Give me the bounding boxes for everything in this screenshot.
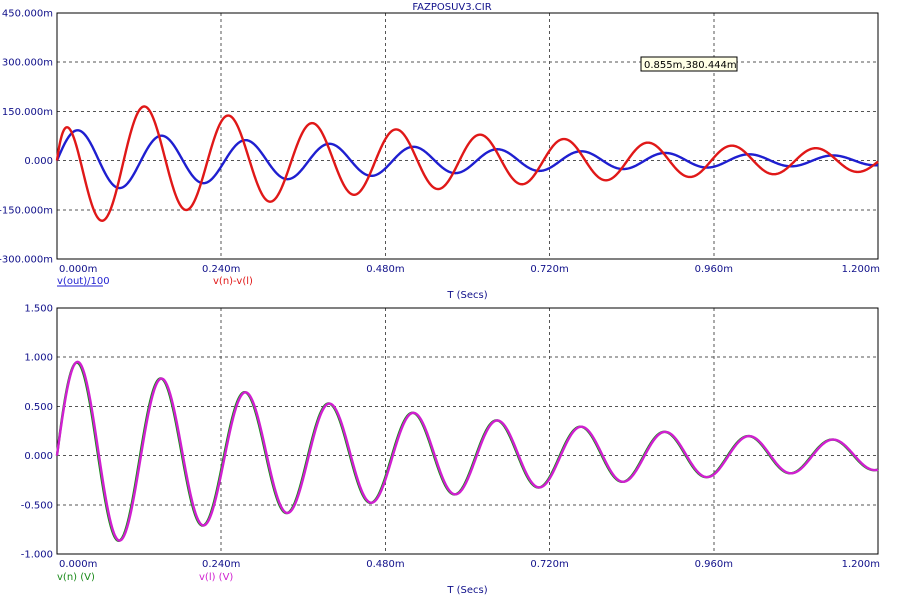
series-line-v-n-v- [55, 361, 879, 542]
cursor-readout[interactable]: 0.855m,380.444m [640, 56, 738, 72]
y-tick-label: -300.000m [0, 255, 53, 266]
plot-frame [56, 307, 879, 555]
y-tick-label: 1.500 [24, 304, 53, 315]
x-tick-label: 0.960m [695, 264, 733, 275]
bottom-plot: 1.500 1.000 0.500 0.000 -0.500 -1.000 0.000m 0.… [21, 304, 880, 597]
series-line-v-out-100 [55, 129, 879, 190]
cursor-readout-box [640, 56, 738, 72]
y-tick-label: 300.000m [2, 58, 53, 69]
x-tick-label: 0.720m [530, 559, 568, 570]
y-tick-label: 150.000m [2, 107, 53, 118]
plot-frame [56, 12, 879, 260]
chart-title: FAZPOSUV3.CIR [412, 2, 491, 13]
cursor-readout-text: 0.855m,380.444m [644, 60, 737, 71]
y-tick-label: -150.000m [0, 205, 53, 216]
y-tick-label: 0.000 [24, 156, 53, 167]
legend-label: v(l) (V) [199, 572, 233, 583]
x-axis-label: T (Secs) [446, 585, 487, 596]
x-tick-label: 1.200m [842, 264, 880, 275]
y-tick-label: -0.500 [21, 500, 53, 511]
legend-label: v(n) (V) [57, 572, 95, 583]
legend-label: v(out)/100 [57, 276, 110, 287]
y-tick-label: 1.000 [24, 353, 53, 364]
y-tick-label: -1.000 [21, 550, 53, 561]
x-tick-label: 0.240m [202, 559, 240, 570]
x-axis-label: T (Secs) [446, 290, 487, 301]
top-plot: 450.000m 300.000m 150.000m 0.000 -150.000m -3… [0, 9, 880, 302]
x-tick-label: 1.200m [842, 559, 880, 570]
series-line-v-n-v-l- [55, 105, 879, 222]
x-tick-label: 0.000m [59, 559, 97, 570]
x-tick-label: 0.240m [202, 264, 240, 275]
x-tick-label: 0.480m [366, 559, 404, 570]
x-tick-label: 0.480m [366, 264, 404, 275]
y-tick-label: 450.000m [2, 9, 53, 20]
legend-label: v(n)-v(l) [213, 276, 253, 287]
x-tick-label: 0.720m [530, 264, 568, 275]
x-tick-label: 0.960m [695, 559, 733, 570]
x-tick-label: 0.000m [59, 264, 97, 275]
y-tick-label: 0.000 [24, 451, 53, 462]
y-tick-label: 0.500 [24, 402, 53, 413]
series-line-v-l-v- [55, 360, 879, 542]
